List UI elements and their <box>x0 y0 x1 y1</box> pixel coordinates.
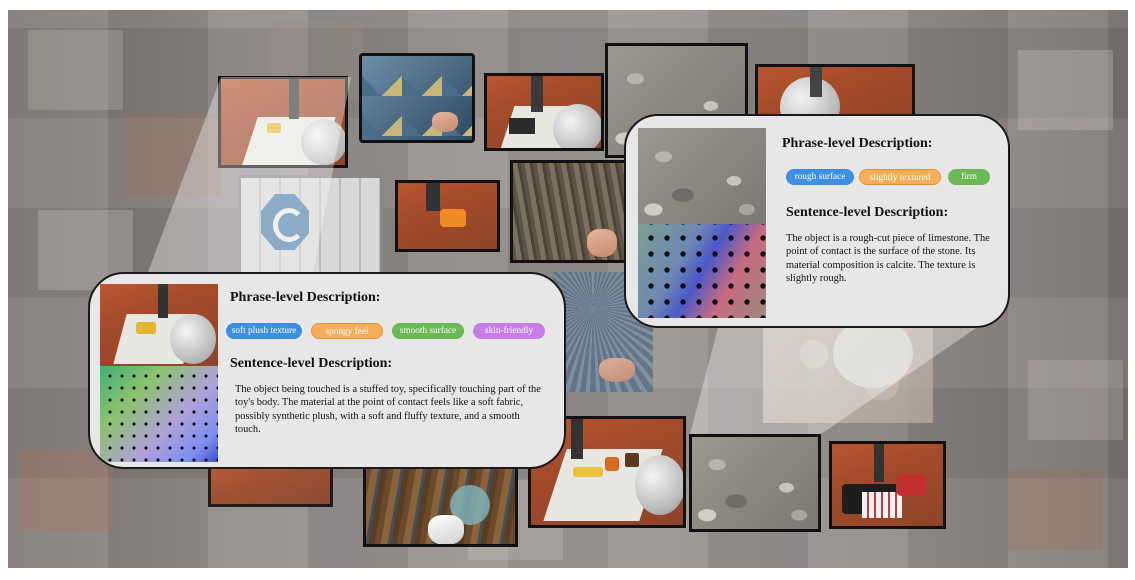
tag-slightly-textured: slightly textured <box>859 169 941 185</box>
white-wood-thumbnail <box>238 175 383 290</box>
sentence-heading: Sentence-level Description: <box>230 356 393 371</box>
right-description-panel: Phrase-level Description: rough surface … <box>624 114 1010 328</box>
quilt-thumbnail <box>359 53 475 143</box>
robot-cloth-thumbnail <box>829 441 946 529</box>
sentence-description: The object being touched is a stuffed to… <box>235 384 541 436</box>
tag-firm: firm <box>948 169 990 185</box>
tag-soft-plush-texture: soft plush texture <box>226 323 302 339</box>
robot-gripper-thumbnail <box>484 73 604 151</box>
background-tile <box>126 115 221 195</box>
right-panel-photo <box>638 128 766 224</box>
left-description-panel: Phrase-level Description: soft plush tex… <box>88 272 566 469</box>
collage-background: Phrase-level Description: soft plush tex… <box>8 10 1128 568</box>
tag-smooth-surface: smooth surface <box>392 323 464 339</box>
background-tile <box>1018 50 1113 130</box>
background-tile <box>1008 470 1103 550</box>
left-panel-photo <box>100 284 218 366</box>
background-tile <box>1028 360 1123 440</box>
tag-spongy-feel: spongy feel <box>311 323 383 339</box>
phrase-heading: Phrase-level Description: <box>230 290 381 305</box>
robot-toy-thumbnail <box>218 76 348 168</box>
left-tactile-image <box>100 366 218 462</box>
robot-orange-thumbnail <box>395 180 500 252</box>
right-tactile-image <box>638 224 766 318</box>
sentence-heading: Sentence-level Description: <box>786 205 949 220</box>
tree-bark-thumbnail <box>510 160 645 263</box>
tag-skin-friendly: skin-friendly <box>473 323 545 339</box>
tag-rough-surface: rough surface <box>786 169 854 185</box>
phrase-heading: Phrase-level Description: <box>782 136 933 151</box>
sentence-description: The object is a rough-cut piece of limes… <box>786 233 990 285</box>
stones-thumbnail <box>689 434 821 532</box>
background-tile <box>28 30 123 110</box>
background-tile <box>18 450 113 530</box>
connector-wedges <box>148 77 988 434</box>
